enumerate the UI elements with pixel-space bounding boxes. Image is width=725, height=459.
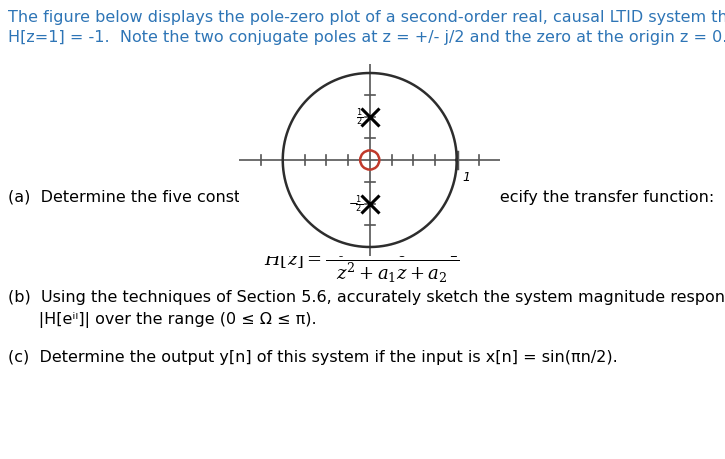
Text: |H[eⁱᴵ]| over the range (0 ≤ Ω ≤ π).: |H[eⁱᴵ]| over the range (0 ≤ Ω ≤ π).: [8, 311, 317, 327]
Text: $-\!\frac{1}{2}$: $-\!\frac{1}{2}$: [347, 193, 362, 215]
Text: (c)  Determine the output y[n] of this system if the input is x[n] = sin(πn/2).: (c) Determine the output y[n] of this sy…: [8, 349, 618, 364]
Text: $H[z] = \dfrac{b_0z^2 + b_1z + b_2}{z^2 + a_1z + a_2}$: $H[z] = \dfrac{b_0z^2 + b_1z + b_2}{z^2 …: [264, 235, 460, 284]
Text: (a)  Determine the five constants b₀, b₁, b₂, a₁, and a₂ that specify the transf: (a) Determine the five constants b₀, b₁,…: [8, 190, 714, 205]
Text: (b)  Using the techniques of Section 5.6, accurately sketch the system magnitude: (b) Using the techniques of Section 5.6,…: [8, 289, 725, 304]
Text: $\frac{1}{2}$: $\frac{1}{2}$: [355, 106, 362, 128]
Text: H[z=1] = -1.  Note the two conjugate poles at z = +/- j/2 and the zero at the or: H[z=1] = -1. Note the two conjugate pole…: [8, 30, 725, 45]
Text: The figure below displays the pole-zero plot of a second-order real, causal LTID: The figure below displays the pole-zero …: [8, 10, 725, 25]
Text: 1: 1: [463, 171, 471, 184]
